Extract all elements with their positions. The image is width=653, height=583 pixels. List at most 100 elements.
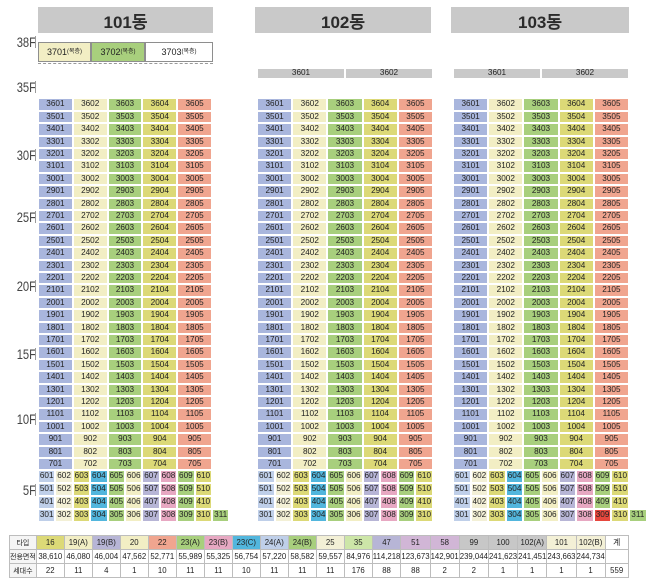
unit-cell: 1301 xyxy=(38,383,73,396)
lower-unit-cell: 610 xyxy=(611,470,629,483)
unit-cell: 2101 xyxy=(257,284,293,297)
unit-cell: 802 xyxy=(488,445,524,458)
unit-cell: 1804 xyxy=(362,321,398,334)
unit-cell: 2202 xyxy=(292,272,328,285)
unit-cell: 804 xyxy=(362,445,398,458)
unit-cell: 1701 xyxy=(453,334,489,347)
unit-cell: 2301 xyxy=(453,259,489,272)
legend-cell: 11 xyxy=(315,563,345,578)
unit-cell: 3403 xyxy=(107,123,143,136)
unit-cell: 1404 xyxy=(362,371,398,384)
penthouse-duplex-note: (복층) xyxy=(66,49,83,55)
lower-unit-cell: 507 xyxy=(142,483,160,496)
unit-cell: 3603 xyxy=(523,98,559,111)
unit-cell: 3104 xyxy=(362,160,398,173)
unit-cell: 3305 xyxy=(593,135,629,148)
unit-cell: 3302 xyxy=(72,135,108,148)
unit-cell: 2201 xyxy=(257,272,293,285)
lower-unit-cell: 306 xyxy=(345,509,363,522)
unit-cell: 1803 xyxy=(523,321,559,334)
legend-cell: 102(B) xyxy=(575,535,606,550)
legend-cell: 22 xyxy=(35,563,65,578)
unit-cell: 1302 xyxy=(72,383,108,396)
unit-cell: 1303 xyxy=(523,383,559,396)
lower-unit-cell: 602 xyxy=(55,470,73,483)
unit-cell: 2302 xyxy=(292,259,328,272)
unit-cell: 3204 xyxy=(362,148,398,161)
lower-unit-cell: 308 xyxy=(380,509,398,522)
lower-unit-cell: 303 xyxy=(488,509,506,522)
unit-cell: 1602 xyxy=(72,346,108,359)
unit-cell: 1901 xyxy=(257,309,293,322)
unit-cell: 1904 xyxy=(142,309,178,322)
unit-cell: 1401 xyxy=(453,371,489,384)
unit-cell: 3202 xyxy=(488,148,524,161)
unit-cell: 2903 xyxy=(327,185,363,198)
unit-cell: 2504 xyxy=(558,234,594,248)
unit-cell: 1001 xyxy=(257,420,293,434)
unit-cell: 3101 xyxy=(257,160,293,173)
unit-cell: 1302 xyxy=(488,383,524,396)
lower-unit-cell: 509 xyxy=(177,483,195,496)
unit-cell: 1901 xyxy=(38,309,73,322)
unit-cell: 2603 xyxy=(107,222,143,235)
unit-cell: 1104 xyxy=(558,408,594,421)
unit-cell: 1904 xyxy=(558,309,594,322)
lower-unit-cell: 502 xyxy=(470,483,489,496)
floor-label: 38F xyxy=(16,34,36,50)
floor-label: 15F xyxy=(16,346,36,362)
unit-cell: 1503 xyxy=(327,358,363,372)
unit-cell: 2601 xyxy=(257,222,293,235)
lower-unit-cell: 409 xyxy=(593,496,612,509)
lower-unit-cell: 610 xyxy=(194,470,212,483)
lower-unit-cell: 406 xyxy=(345,496,363,509)
unit-cell: 901 xyxy=(257,433,293,446)
unit-cell: 2205 xyxy=(397,272,433,285)
unit-cell: 3505 xyxy=(593,110,629,124)
legend-cell: 102(A) xyxy=(517,535,548,550)
penthouse-unit-number: 3702 xyxy=(100,46,121,57)
unit-cell: 1303 xyxy=(107,383,143,396)
unit-cell: 1301 xyxy=(453,383,489,396)
unit-cell: 2304 xyxy=(142,259,178,272)
unit-cell: 3001 xyxy=(38,172,73,186)
unit-cell: 3301 xyxy=(257,135,293,148)
legend-cell: 10 xyxy=(147,563,177,578)
unit-cell: 3303 xyxy=(523,135,559,148)
legend-cell: 47 xyxy=(371,535,402,550)
unit-cell: 2502 xyxy=(488,234,524,248)
unit-cell: 2505 xyxy=(177,234,212,248)
unit-cell: 2905 xyxy=(177,185,212,198)
lower-unit-cell: 404 xyxy=(505,496,524,509)
unit-cell: 2103 xyxy=(107,284,143,297)
unit-cell: 1005 xyxy=(397,420,433,434)
unit-cell: 3201 xyxy=(453,148,489,161)
unit-cell: 1504 xyxy=(362,358,398,372)
unit-cell: 1903 xyxy=(327,309,363,322)
unit-cell: 903 xyxy=(327,433,363,446)
unit-cell: 1205 xyxy=(593,396,629,409)
unit-cell: 3204 xyxy=(558,148,594,161)
unit-cell: 3303 xyxy=(107,135,143,148)
lower-unit-cell: 406 xyxy=(541,496,559,509)
lower-unit-cell: 402 xyxy=(55,496,73,509)
unit-cell: 1801 xyxy=(257,321,293,334)
unit-cell: 2003 xyxy=(327,296,363,310)
floor-label: 25F xyxy=(16,209,36,225)
unit-cell: 3005 xyxy=(593,172,629,186)
unit-cell: 2505 xyxy=(593,234,629,248)
unit-cell: 3604 xyxy=(142,98,178,111)
unit-cell: 1103 xyxy=(523,408,559,421)
unit-cell: 2504 xyxy=(142,234,178,248)
unit-cell: 2201 xyxy=(38,272,73,285)
lower-unit-cell: 503 xyxy=(488,483,506,496)
legend-cell: 99 xyxy=(458,535,489,550)
unit-cell: 1803 xyxy=(107,321,143,334)
unit-cell: 3605 xyxy=(397,98,433,111)
unit-cell: 2204 xyxy=(362,272,398,285)
unit-cell: 1204 xyxy=(142,396,178,409)
unit-cell: 2803 xyxy=(523,197,559,210)
unit-cell: 2301 xyxy=(38,259,73,272)
unit-cell: 3402 xyxy=(292,123,328,136)
lower-unit-cell: 509 xyxy=(397,483,416,496)
